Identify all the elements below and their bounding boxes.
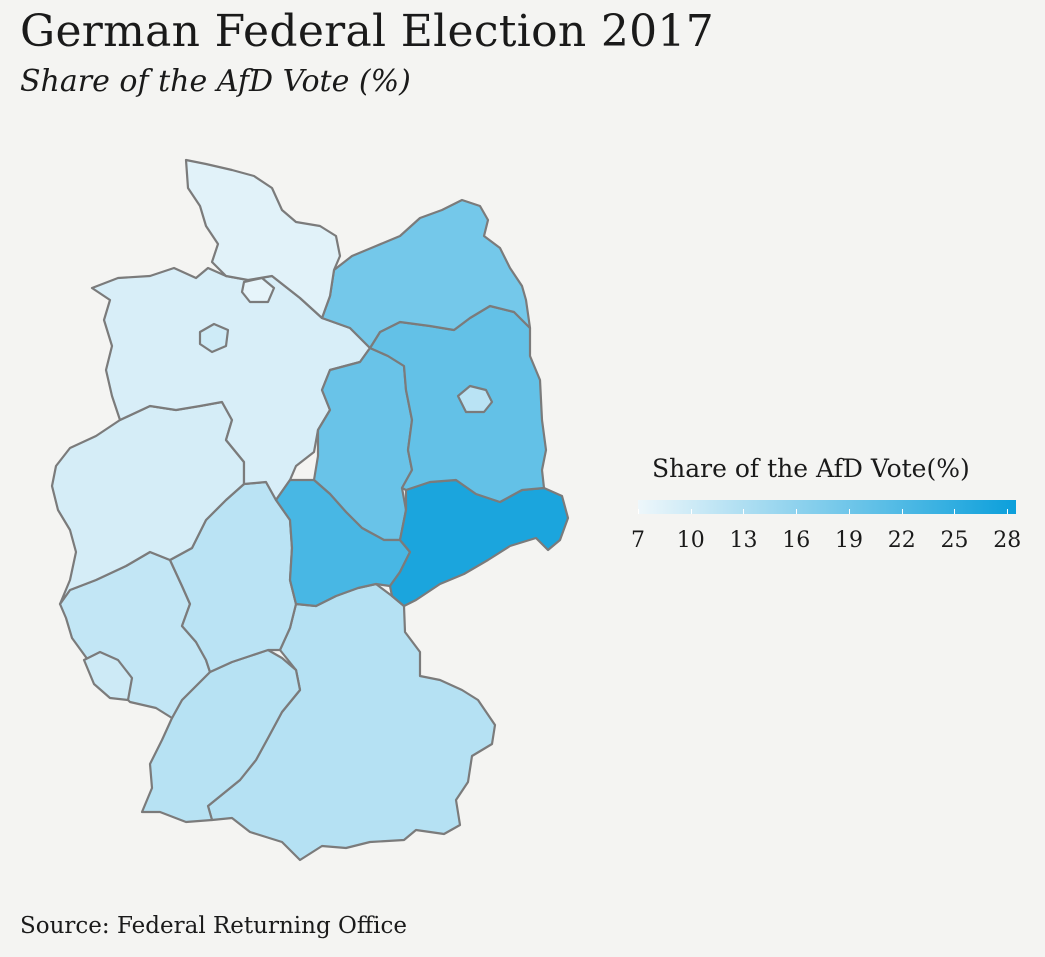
chart-title: German Federal Election 2017: [20, 6, 715, 57]
legend-tick-mark: [690, 509, 692, 514]
legend-tick-mark: [954, 509, 956, 514]
state-saxony: [388, 478, 570, 608]
legend-title: Share of the AfD Vote(%): [652, 454, 970, 483]
legend-tick-label: 25: [940, 528, 969, 553]
state-saarland: [82, 650, 134, 702]
legend-tick-mark: [1007, 509, 1009, 514]
legend-tick-label: 10: [676, 528, 705, 553]
source-caption: Source: Federal Returning Office: [20, 913, 408, 939]
state-schleswig-holstein: [184, 158, 342, 320]
state-bremen: [198, 322, 230, 354]
state-hamburg: [240, 276, 276, 304]
legend-tick-mark: [901, 509, 903, 514]
legend-tick-label: 7: [631, 528, 645, 553]
state-mecklenburg-vorpommern: [320, 198, 532, 350]
legend-tick-label: 22: [887, 528, 916, 553]
legend-tick-label: 13: [729, 528, 758, 553]
state-berlin: [456, 384, 494, 414]
chart-subtitle: Share of the AfD Vote (%): [20, 64, 411, 99]
legend-tick-mark: [638, 509, 639, 514]
legend-tick-label: 19: [834, 528, 863, 553]
state-baden-wuerttemberg: [140, 648, 302, 824]
legend-tick-mark: [796, 509, 798, 514]
legend-tick-mark: [743, 509, 745, 514]
legend-tick-label: 16: [782, 528, 811, 553]
legend-tick-label: 28: [993, 528, 1022, 553]
legend-tick-mark: [848, 509, 850, 514]
legend-color-bar: [638, 500, 1016, 514]
